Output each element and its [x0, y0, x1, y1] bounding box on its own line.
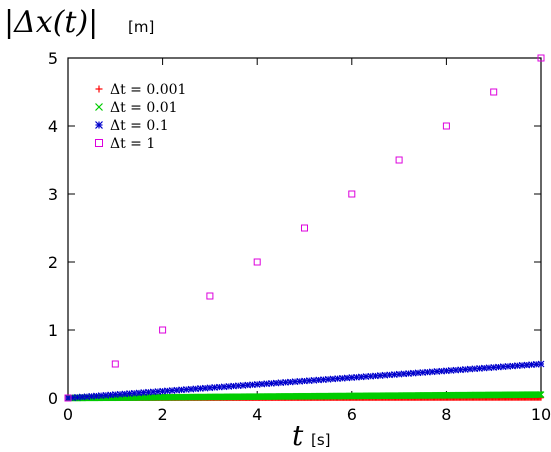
legend-label: Δt = 0.01 [110, 100, 178, 116]
x-axis-label: t [292, 419, 304, 452]
series-star [64, 360, 545, 402]
data-point [272, 379, 280, 387]
x-tick-label: 0 [63, 405, 73, 424]
x-tick-label: 10 [531, 405, 551, 424]
legend-marker-cross [95, 103, 103, 111]
legend-marker-square [95, 139, 103, 147]
legend-label: Δt = 1 [110, 136, 155, 152]
data-point [348, 190, 356, 198]
legend-marker-star [95, 121, 103, 129]
data-point [537, 391, 545, 399]
data-point [536, 391, 544, 399]
data-point [395, 156, 403, 164]
data-point [537, 54, 545, 62]
data-point [490, 88, 498, 96]
y-axis-label: |Δx(t)| [4, 5, 98, 40]
axis-ticks: 0 2 4 6 8 10 0 1 2 3 4 5 [48, 49, 551, 424]
y-tick-label: 4 [48, 117, 58, 136]
y-tick-label: 0 [48, 389, 58, 408]
x-tick-label: 2 [158, 405, 168, 424]
data-point [301, 224, 308, 232]
data-point [78, 393, 86, 401]
y-tick-label: 3 [48, 185, 58, 204]
data-point [253, 258, 261, 266]
series-square [64, 54, 545, 402]
y-axis-unit: [m] [128, 18, 154, 36]
legend-marker-plus [95, 85, 103, 93]
data-points [64, 54, 545, 402]
data-point [159, 326, 167, 334]
legend: Δt = 0.001 Δt = 0.01 Δt = 0.1 Δt = 1 [95, 82, 186, 152]
y-tick-label: 1 [48, 321, 58, 340]
x-tick-label: 8 [441, 405, 451, 424]
y-tick-label: 5 [48, 49, 58, 68]
data-point [64, 394, 72, 402]
legend-label: Δt = 0.001 [110, 82, 186, 98]
series-cross [64, 391, 545, 402]
data-point [348, 374, 356, 382]
legend-label: Δt = 0.1 [110, 118, 169, 134]
x-tick-label: 4 [252, 405, 262, 424]
data-point [206, 292, 214, 300]
x-axis-unit: [s] [311, 431, 331, 449]
data-point [537, 360, 545, 368]
data-point [534, 391, 542, 399]
data-point [471, 365, 479, 373]
y-tick-label: 2 [48, 253, 58, 272]
x-tick-label: 6 [347, 405, 357, 424]
data-point [535, 391, 543, 399]
data-point [111, 360, 119, 368]
data-point [442, 122, 450, 130]
